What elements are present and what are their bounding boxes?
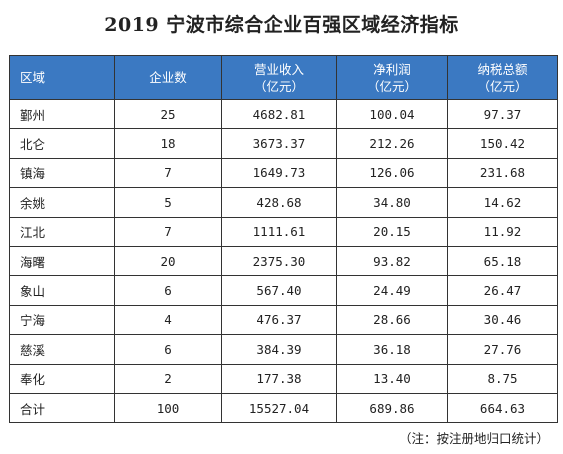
table-row: 鄞州 25 4682.81 100.04 97.37: [9, 98, 558, 130]
page-title: 2019 宁波市综合企业百强区域经济指标: [104, 14, 459, 36]
revenue-cell: 428.68: [221, 187, 337, 218]
header-revenue: 营业收入 （亿元）: [221, 55, 337, 100]
region-cell: 镇海: [9, 157, 115, 189]
tax-cell: 11.92: [447, 216, 558, 247]
region-cell: 北仑: [9, 128, 115, 159]
header-region: 区域: [9, 55, 115, 100]
revenue-cell: 384.39: [221, 334, 337, 365]
revenue-cell: 177.38: [221, 363, 337, 394]
region-cell: 海曙: [9, 245, 115, 277]
profit-cell: 689.86: [336, 392, 448, 424]
profit-cell: 212.26: [336, 128, 448, 159]
header-profit: 净利润 （亿元）: [336, 55, 448, 100]
count-cell: 25: [114, 98, 222, 130]
tax-cell: 97.37: [447, 98, 558, 130]
revenue-cell: 15527.04: [221, 392, 337, 424]
region-cell: 余姚: [9, 187, 115, 218]
table-row: 海曙 20 2375.30 93.82 65.18: [9, 245, 558, 277]
tax-cell: 14.62: [447, 187, 558, 218]
profit-cell: 100.04: [336, 98, 448, 130]
region-cell: 合计: [9, 392, 115, 424]
header-tax-unit: （亿元）: [477, 78, 528, 94]
region-cell: 象山: [9, 275, 115, 306]
count-cell: 2: [114, 363, 222, 394]
profit-cell: 20.15: [336, 216, 448, 247]
revenue-cell: 1111.61: [221, 216, 337, 247]
header-tax: 纳税总额 （亿元）: [447, 55, 558, 100]
tax-cell: 26.47: [447, 275, 558, 306]
count-cell: 7: [114, 216, 222, 247]
header-revenue-label: 营业收入: [253, 61, 304, 77]
region-cell: 慈溪: [9, 334, 115, 365]
count-cell: 20: [114, 245, 222, 277]
tax-cell: 27.76: [447, 334, 558, 365]
profit-cell: 34.80: [336, 187, 448, 218]
count-cell: 4: [114, 304, 222, 336]
tax-cell: 150.42: [447, 128, 558, 159]
economic-indicators-table: 区域 企业数 营业收入 （亿元） 净利润 （亿元） 纳税总额 （亿元） 鄞州 2…: [9, 55, 558, 424]
table-row: 镇海 7 1649.73 126.06 231.68: [9, 157, 558, 189]
profit-cell: 28.66: [336, 304, 448, 336]
revenue-cell: 3673.37: [221, 128, 337, 159]
profit-cell: 126.06: [336, 157, 448, 189]
count-cell: 6: [114, 334, 222, 365]
header-revenue-unit: （亿元）: [253, 78, 304, 94]
profit-cell: 24.49: [336, 275, 448, 306]
table-total-row: 合计 100 15527.04 689.86 664.63: [9, 392, 558, 424]
tax-cell: 231.68: [447, 157, 558, 189]
header-tax-label: 纳税总额: [477, 61, 528, 77]
count-cell: 7: [114, 157, 222, 189]
revenue-cell: 567.40: [221, 275, 337, 306]
footnote: （注：按注册地归口统计）: [398, 431, 549, 446]
profit-cell: 13.40: [336, 363, 448, 394]
count-cell: 6: [114, 275, 222, 306]
tax-cell: 664.63: [447, 392, 558, 424]
region-cell: 江北: [9, 216, 115, 247]
table-header-row: 区域 企业数 营业收入 （亿元） 净利润 （亿元） 纳税总额 （亿元）: [9, 55, 558, 100]
table-row: 慈溪 6 384.39 36.18 27.76: [9, 334, 558, 365]
header-profit-label: 净利润: [373, 61, 411, 77]
count-cell: 5: [114, 187, 222, 218]
tax-cell: 8.75: [447, 363, 558, 394]
tax-cell: 65.18: [447, 245, 558, 277]
tax-cell: 30.46: [447, 304, 558, 336]
region-cell: 宁海: [9, 304, 115, 336]
header-count: 企业数: [114, 55, 222, 100]
revenue-cell: 4682.81: [221, 98, 337, 130]
revenue-cell: 476.37: [221, 304, 337, 336]
revenue-cell: 1649.73: [221, 157, 337, 189]
count-cell: 18: [114, 128, 222, 159]
profit-cell: 36.18: [336, 334, 448, 365]
count-cell: 100: [114, 392, 222, 424]
table-row: 宁海 4 476.37 28.66 30.46: [9, 304, 558, 336]
region-cell: 鄞州: [9, 98, 115, 130]
region-cell: 奉化: [9, 363, 115, 394]
table-row: 北仑 18 3673.37 212.26 150.42: [9, 128, 558, 159]
table-row: 奉化 2 177.38 13.40 8.75: [9, 363, 558, 394]
header-profit-unit: （亿元）: [366, 78, 417, 94]
revenue-cell: 2375.30: [221, 245, 337, 277]
table-row: 江北 7 1111.61 20.15 11.92: [9, 216, 558, 247]
table-row: 余姚 5 428.68 34.80 14.62: [9, 187, 558, 218]
profit-cell: 93.82: [336, 245, 448, 277]
table-row: 象山 6 567.40 24.49 26.47: [9, 275, 558, 306]
